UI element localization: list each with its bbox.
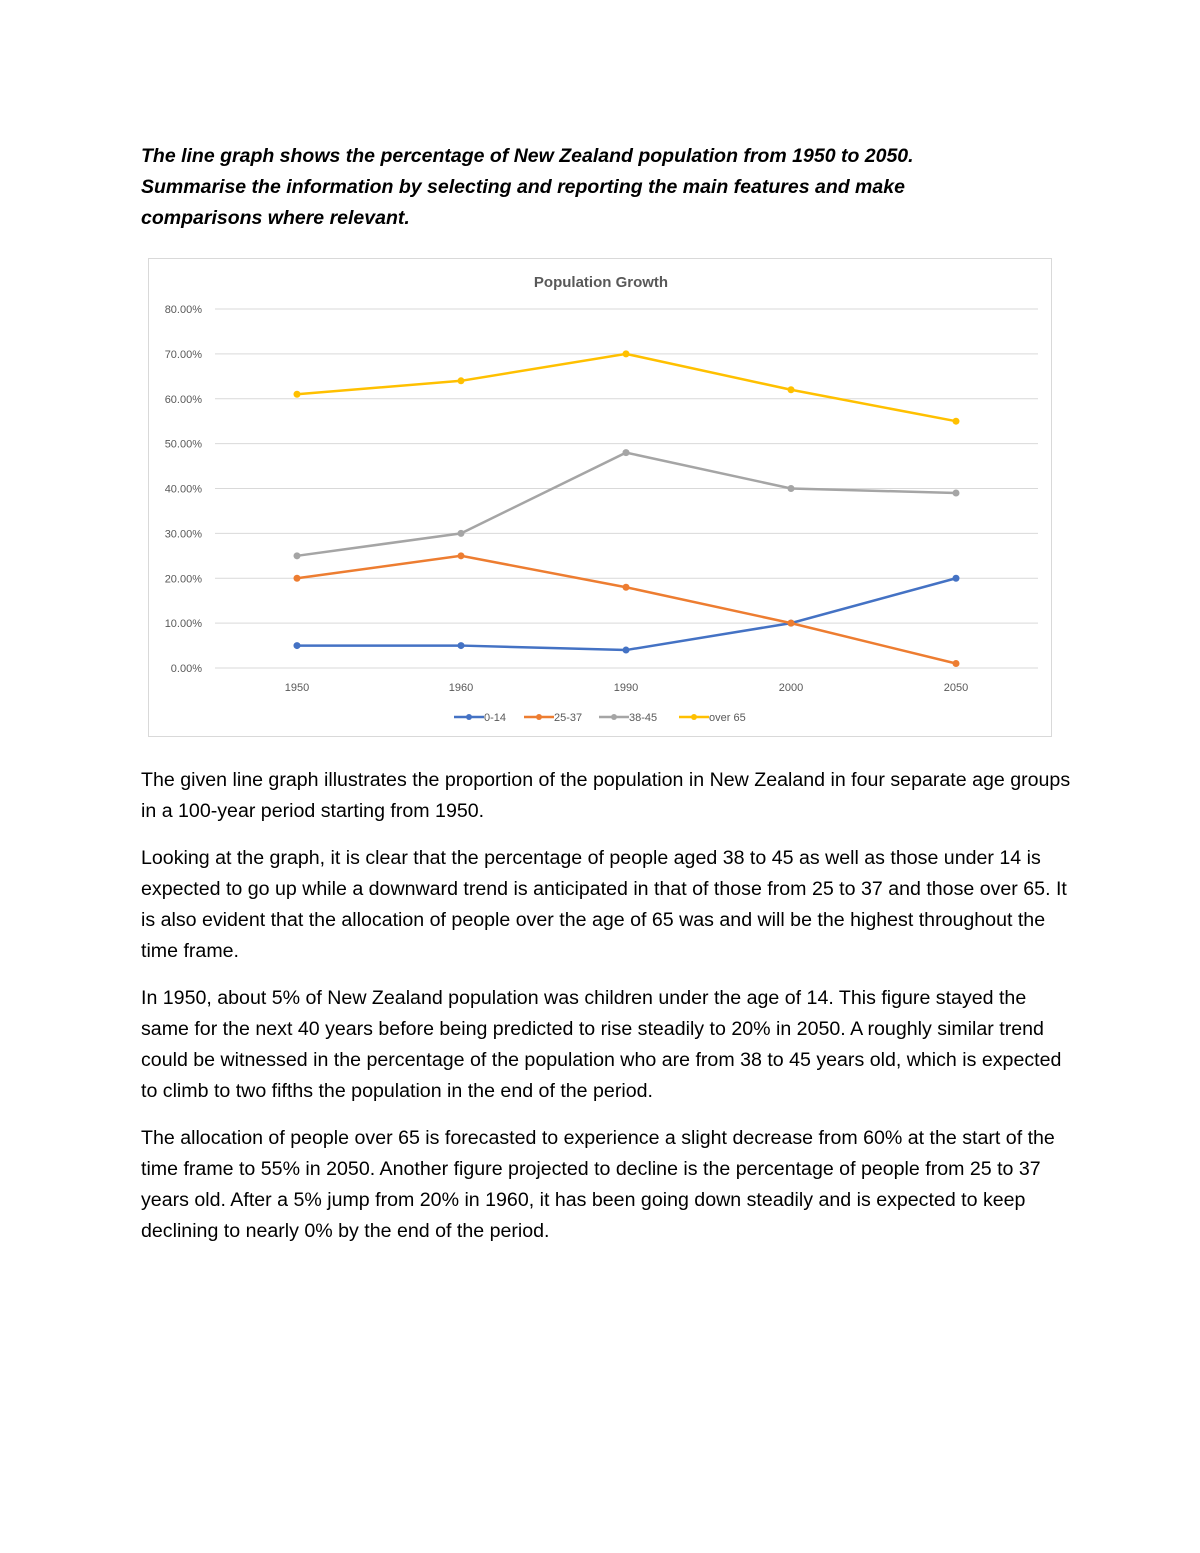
task-prompt: The line graph shows the percentage of N… (141, 141, 1041, 234)
data-point (457, 552, 465, 560)
series-line-38-45 (296, 451, 957, 558)
data-point (622, 449, 630, 457)
x-tick-label: 1950 (285, 682, 309, 694)
y-tick-label: 40.00% (165, 484, 203, 496)
data-point (457, 377, 465, 385)
data-point (293, 552, 301, 560)
data-point (952, 417, 960, 425)
paragraph: Looking at the graph, it is clear that t… (141, 847, 1067, 962)
legend-marker (611, 714, 617, 720)
prompt-line: The line graph shows the percentage of N… (141, 145, 914, 167)
x-tick-label: 2050 (944, 682, 968, 694)
data-point (952, 660, 960, 668)
y-tick-label: 80.00% (165, 304, 203, 316)
data-point (293, 574, 301, 582)
y-tick-label: 70.00% (165, 349, 203, 361)
legend-marker (466, 714, 472, 720)
legend-marker (536, 714, 542, 720)
y-tick-label: 30.00% (165, 528, 203, 540)
y-tick-label: 0.00% (171, 663, 202, 675)
legend-label: over 65 (709, 712, 746, 724)
data-point (952, 489, 960, 497)
y-tick-label: 50.00% (165, 439, 203, 451)
data-point (787, 619, 795, 627)
data-point (622, 583, 630, 591)
data-point (952, 574, 960, 582)
legend-label: 0-14 (484, 712, 506, 724)
legend-label: 38-45 (629, 712, 657, 724)
legend-label: 25-37 (554, 712, 582, 724)
data-point (457, 529, 465, 537)
data-point (787, 485, 795, 492)
paragraph: The allocation of people over 65 is fore… (141, 1127, 1055, 1242)
paragraph: The given line graph illustrates the pro… (141, 769, 1071, 822)
essay-body: The given line graph illustrates the pro… (141, 765, 1071, 1263)
y-tick-label: 60.00% (165, 394, 203, 406)
data-point (622, 350, 630, 358)
data-point (622, 646, 630, 654)
x-tick-label: 1960 (449, 682, 473, 694)
prompt-line: Summarise the information by selecting a… (141, 176, 905, 198)
line-chart: Population Growth 0.00% 10.00% 20.00% 30.00… (148, 258, 1052, 737)
data-point (293, 390, 301, 398)
y-tick-label: 20.00% (165, 573, 203, 585)
chart-canvas: Population Growth 0.00% 10.00% 20.00% 30.00… (165, 274, 1038, 724)
prompt-line: comparisons where relevant. (141, 207, 410, 229)
data-point (787, 386, 795, 394)
legend-marker (691, 714, 697, 720)
data-point (457, 642, 465, 650)
x-tick-label: 2000 (779, 682, 803, 694)
paragraph: In 1950, about 5% of New Zealand populat… (141, 987, 1062, 1102)
y-tick-label: 10.00% (165, 618, 203, 630)
chart-title: Population Growth (534, 274, 668, 291)
series-line-over-65 (296, 352, 957, 423)
x-tick-label: 1990 (614, 682, 638, 694)
data-point (293, 642, 301, 650)
